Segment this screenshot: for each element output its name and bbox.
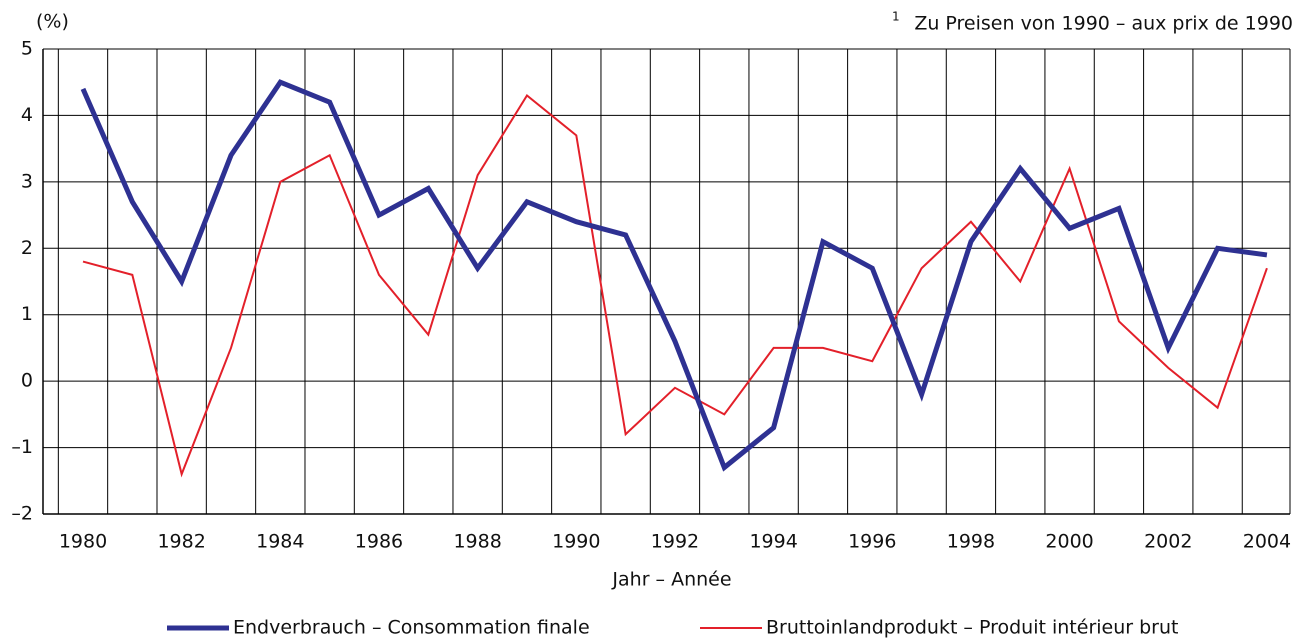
x-tick-label: 1990 — [552, 531, 600, 553]
x-tick-label: 2002 — [1144, 531, 1192, 553]
series-line — [82, 94, 1268, 478]
x-tick-label: 2004 — [1243, 531, 1291, 553]
x-tick-label: 1998 — [947, 531, 995, 553]
note-marker: 1 — [892, 10, 900, 24]
x-tick-label: 1982 — [157, 531, 205, 553]
x-tick-label: 1994 — [749, 531, 797, 553]
x-tick-label: 1980 — [59, 531, 107, 553]
y-tick-label: 4 — [21, 104, 33, 126]
x-tick-label: 1986 — [355, 531, 403, 553]
x-tick-label: 2000 — [1045, 531, 1093, 553]
y-tick-label: 0 — [21, 370, 33, 392]
x-tick-label: 1988 — [453, 531, 501, 553]
x-tick-label: 1992 — [651, 531, 699, 553]
x-tick-label: 1984 — [256, 531, 304, 553]
x-axis-label: Jahr – Année — [611, 569, 731, 591]
y-unit: (%) — [36, 11, 69, 33]
y-tick-label: 5 — [21, 38, 33, 60]
y-tick-label: –1 — [11, 436, 33, 458]
y-tick-label: 1 — [21, 303, 33, 325]
series-line — [80, 79, 1268, 472]
legend-label: Bruttoinlandprodukt – Produit intérieur … — [766, 617, 1178, 639]
x-tick-label: 1996 — [848, 531, 896, 553]
y-tick-label: 2 — [21, 237, 33, 259]
y-tick-label: –2 — [11, 503, 33, 525]
note: Zu Preisen von 1990 – aux prix de 1990 — [914, 13, 1293, 35]
legend-label: Endverbrauch – Consommation finale — [233, 617, 590, 639]
y-tick-label: 3 — [21, 170, 33, 192]
